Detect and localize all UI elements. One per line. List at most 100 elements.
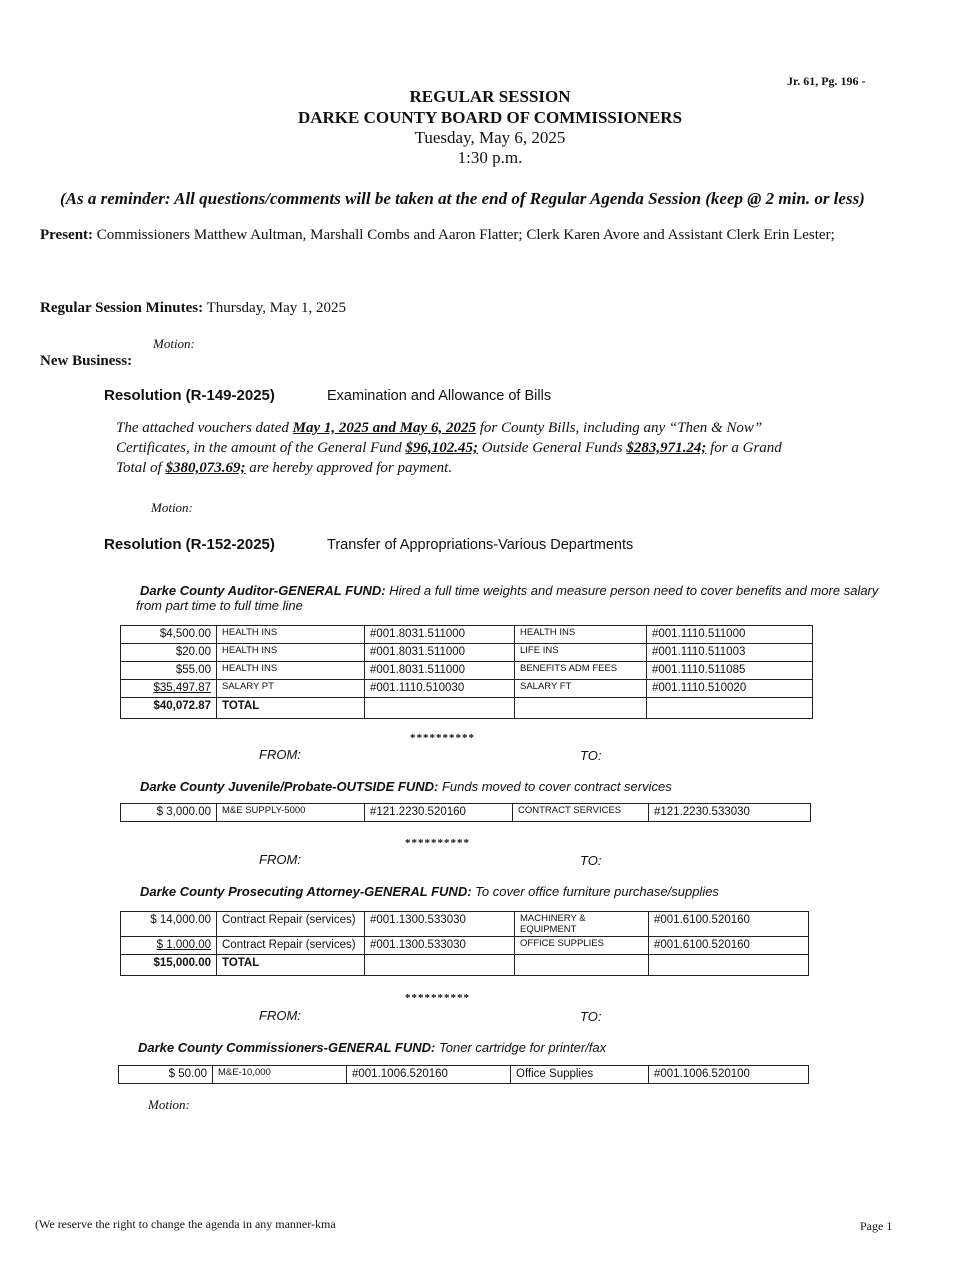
from-description-cell: TOTAL bbox=[216, 954, 365, 976]
amount-cell: $35,497.87 bbox=[120, 679, 217, 698]
to-description-cell bbox=[514, 697, 647, 719]
text: are hereby approved for payment. bbox=[245, 460, 453, 476]
section-heading: Darke County Juvenile/Probate-OUTSIDE FU… bbox=[140, 779, 672, 794]
text: Total of bbox=[116, 460, 166, 476]
table-row: $ 1,000.00 Contract Repair (services) #001… bbox=[120, 936, 809, 955]
general-fund-amount: $96,102.45; bbox=[405, 440, 479, 456]
section-heading: Darke County Prosecuting Attorney-GENERA… bbox=[140, 884, 719, 899]
transfer-table: $ 50.00 M&E-10,000 #001.1006.520160 Office … bbox=[118, 1065, 809, 1084]
fund-description: Toner cartridge for printer/fax bbox=[439, 1040, 607, 1055]
to-account-cell bbox=[646, 697, 813, 719]
separator: ********** bbox=[410, 732, 475, 744]
from-account-cell: #001.1006.520160 bbox=[346, 1065, 511, 1084]
resolution-number: Resolution (R-149-2025) bbox=[104, 387, 275, 404]
motion-label: Motion: bbox=[148, 1097, 190, 1112]
header-date: Tuesday, May 6, 2025 bbox=[414, 128, 566, 147]
from-account-cell: #121.2230.520160 bbox=[364, 803, 513, 822]
fund-name: Darke County Auditor-GENERAL FUND: bbox=[140, 583, 386, 598]
grand-total-amount: $380,073.69; bbox=[165, 460, 246, 476]
amount-cell: $4,500.00 bbox=[120, 625, 217, 644]
from-description-cell: HEALTH INS bbox=[216, 643, 365, 662]
to-label: TO: bbox=[580, 748, 602, 763]
to-account-cell: #001.1110.510020 bbox=[646, 679, 813, 698]
resolution-title: Transfer of Appropriations-Various Depar… bbox=[327, 537, 634, 553]
minutes-date: Thursday, May 1, 2025 bbox=[206, 300, 346, 316]
resolution-number: Resolution (R-152-2025) bbox=[104, 536, 275, 553]
from-description-cell: M&E-10,000 bbox=[212, 1065, 347, 1084]
text: for County Bills, including any “Then & … bbox=[475, 420, 763, 436]
to-label: TO: bbox=[580, 1009, 602, 1024]
header-time: 1:30 p.m. bbox=[457, 148, 523, 167]
from-account-cell: #001.8031.511000 bbox=[364, 643, 515, 662]
to-account-cell: #001.6100.520160 bbox=[648, 911, 809, 937]
text: Certificates, in the amount of the Gener… bbox=[116, 440, 406, 456]
amount-cell: $55.00 bbox=[120, 661, 217, 680]
from-description-cell: Contract Repair (services) bbox=[216, 936, 365, 955]
journal-ref: Jr. 61, Pg. 196 - bbox=[787, 74, 866, 88]
text: Outside General Funds bbox=[478, 440, 627, 456]
new-business-heading: New Business: bbox=[40, 353, 133, 369]
to-description-cell: HEALTH INS bbox=[514, 625, 647, 644]
fund-name: Darke County Commissioners-GENERAL FUND: bbox=[138, 1040, 436, 1055]
voucher-dates: May 1, 2025 and May 6, 2025 bbox=[292, 420, 476, 436]
amount-cell: $15,000.00 bbox=[120, 954, 217, 976]
from-description-cell: HEALTH INS bbox=[216, 661, 365, 680]
transfer-table: $ 14,000.00 Contract Repair (services) #00… bbox=[120, 911, 809, 976]
to-description-cell: OFFICE SUPPLIES bbox=[514, 936, 649, 955]
text: for a Grand bbox=[706, 440, 782, 456]
table-row: $40,072.87 TOTAL bbox=[120, 697, 813, 719]
header-title: REGULAR SESSION bbox=[409, 87, 571, 106]
to-description-cell: CONTRACT SERVICES bbox=[512, 803, 649, 822]
amount-cell: $20.00 bbox=[120, 643, 217, 662]
from-description-cell: Contract Repair (services) bbox=[216, 911, 365, 937]
to-description-cell: SALARY FT bbox=[514, 679, 647, 698]
table-row: $35,497.87 SALARY PT #001.1110.510030 SALAR… bbox=[120, 679, 813, 698]
fund-name: Darke County Prosecuting Attorney-GENERA… bbox=[140, 884, 472, 899]
to-description-cell: LIFE INS bbox=[514, 643, 647, 662]
amount-cell: $40,072.87 bbox=[120, 697, 217, 719]
footer-note: (We reserve the right to change the agen… bbox=[35, 1217, 336, 1231]
to-account-cell: #001.1110.511003 bbox=[646, 643, 813, 662]
table-row: $15,000.00 TOTAL bbox=[120, 954, 809, 976]
present-line: Present: Commissioners Matthew Aultman, … bbox=[40, 227, 835, 244]
fund-description: Funds moved to cover contract services bbox=[441, 779, 672, 794]
present-text: Commissioners Matthew Aultman, Marshall … bbox=[96, 227, 835, 243]
amount-cell: $ 1,000.00 bbox=[120, 936, 217, 955]
to-description-cell: BENEFITS ADM FEES bbox=[514, 661, 647, 680]
resolution-body: The attached vouchers dated May 1, 2025 … bbox=[116, 418, 782, 478]
page-number: Page 1 bbox=[860, 1219, 893, 1233]
to-account-cell: #001.1110.511085 bbox=[646, 661, 813, 680]
from-account-cell: #001.1300.533030 bbox=[364, 911, 515, 937]
from-label: FROM: bbox=[259, 1008, 301, 1023]
table-row: $4,500.00 HEALTH INS #001.8031.511000 HEALT… bbox=[120, 625, 813, 644]
to-account-cell bbox=[648, 954, 809, 976]
separator: ********** bbox=[405, 992, 470, 1004]
fund-description: To cover office furniture purchase/suppl… bbox=[475, 884, 719, 899]
fund-name: Darke County Juvenile/Probate-OUTSIDE FU… bbox=[140, 779, 439, 794]
from-description-cell: M&E SUPPLY-5000 bbox=[216, 803, 365, 822]
table-row: $ 50.00 M&E-10,000 #001.1006.520160 Office … bbox=[118, 1065, 809, 1084]
amount-cell: $ 14,000.00 bbox=[120, 911, 217, 937]
from-description-cell: TOTAL bbox=[216, 697, 365, 719]
to-account-cell: #001.6100.520160 bbox=[648, 936, 809, 955]
motion-label: Motion: bbox=[151, 500, 193, 515]
to-label: TO: bbox=[580, 853, 602, 868]
header-board: DARKE COUNTY BOARD OF COMMISSIONERS bbox=[297, 108, 683, 127]
transfer-table: $ 3,000.00 M&E SUPPLY-5000 #121.2230.52016… bbox=[120, 803, 811, 822]
section-heading: Darke County Auditor-GENERAL FUND: Hired… bbox=[140, 583, 878, 598]
resolution-title: Examination and Allowance of Bills bbox=[327, 388, 552, 404]
table-row: $ 14,000.00 Contract Repair (services) #00… bbox=[120, 911, 809, 937]
motion-label: Motion: bbox=[153, 336, 195, 351]
to-description-cell: MACHINERY & EQUIPMENT bbox=[514, 911, 649, 937]
from-account-cell: #001.1300.533030 bbox=[364, 936, 515, 955]
to-account-cell: #001.1110.511000 bbox=[646, 625, 813, 644]
from-account-cell bbox=[364, 954, 515, 976]
to-description-cell: Office Supplies bbox=[510, 1065, 649, 1084]
amount-cell: $ 50.00 bbox=[118, 1065, 213, 1084]
table-row: $ 3,000.00 M&E SUPPLY-5000 #121.2230.52016… bbox=[120, 803, 811, 822]
from-label: FROM: bbox=[259, 747, 301, 762]
amount-cell: $ 3,000.00 bbox=[120, 803, 217, 822]
text: The attached vouchers dated bbox=[116, 420, 293, 436]
table-row: $55.00 HEALTH INS #001.8031.511000 BENEFITS… bbox=[120, 661, 813, 680]
